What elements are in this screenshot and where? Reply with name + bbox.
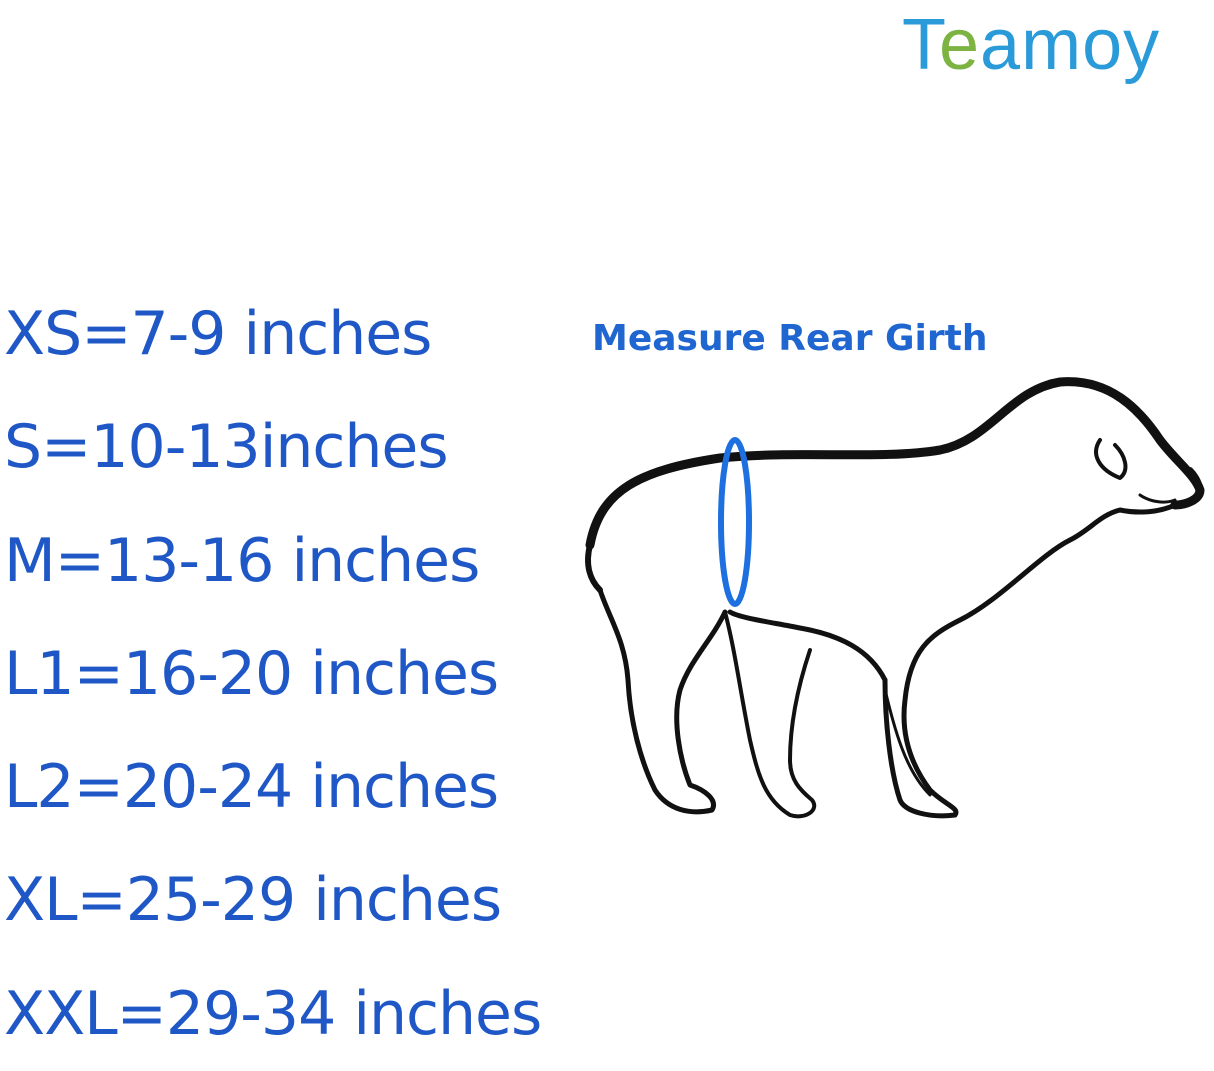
dog-rear	[585, 542, 603, 593]
dog-hind-leg-inner	[723, 610, 817, 819]
dog-back	[585, 377, 1205, 550]
dog-belly	[727, 609, 888, 683]
dog-outline-illustration	[585, 377, 1205, 819]
dog-mouth	[1138, 493, 1177, 504]
diagram-title: Measure Rear Girth	[592, 318, 988, 359]
dog-nose	[1187, 467, 1203, 493]
brand-logo: Teamoy	[902, 5, 1161, 85]
dog-head-front	[882, 502, 1178, 819]
size-m: M=13-16 inches	[4, 525, 480, 596]
dog-hind-leg	[597, 587, 728, 815]
dog-front-leg-back	[883, 688, 932, 797]
size-xs: XS=7-9 inches	[4, 299, 432, 369]
size-s: S=10-13inches	[4, 412, 449, 483]
size-list: XS=7-9 inches S=10-13inches M=13-16 inch…	[4, 278, 542, 1071]
size-l1: L1=16-20 inches	[4, 638, 499, 709]
size-xl: XL=25-29 inches	[4, 865, 502, 936]
girth-ring	[718, 437, 752, 607]
dog-ear	[1094, 438, 1128, 480]
size-xxl: XXL=29-34 inches	[4, 978, 542, 1049]
size-l2: L2=20-24 inches	[4, 752, 499, 823]
